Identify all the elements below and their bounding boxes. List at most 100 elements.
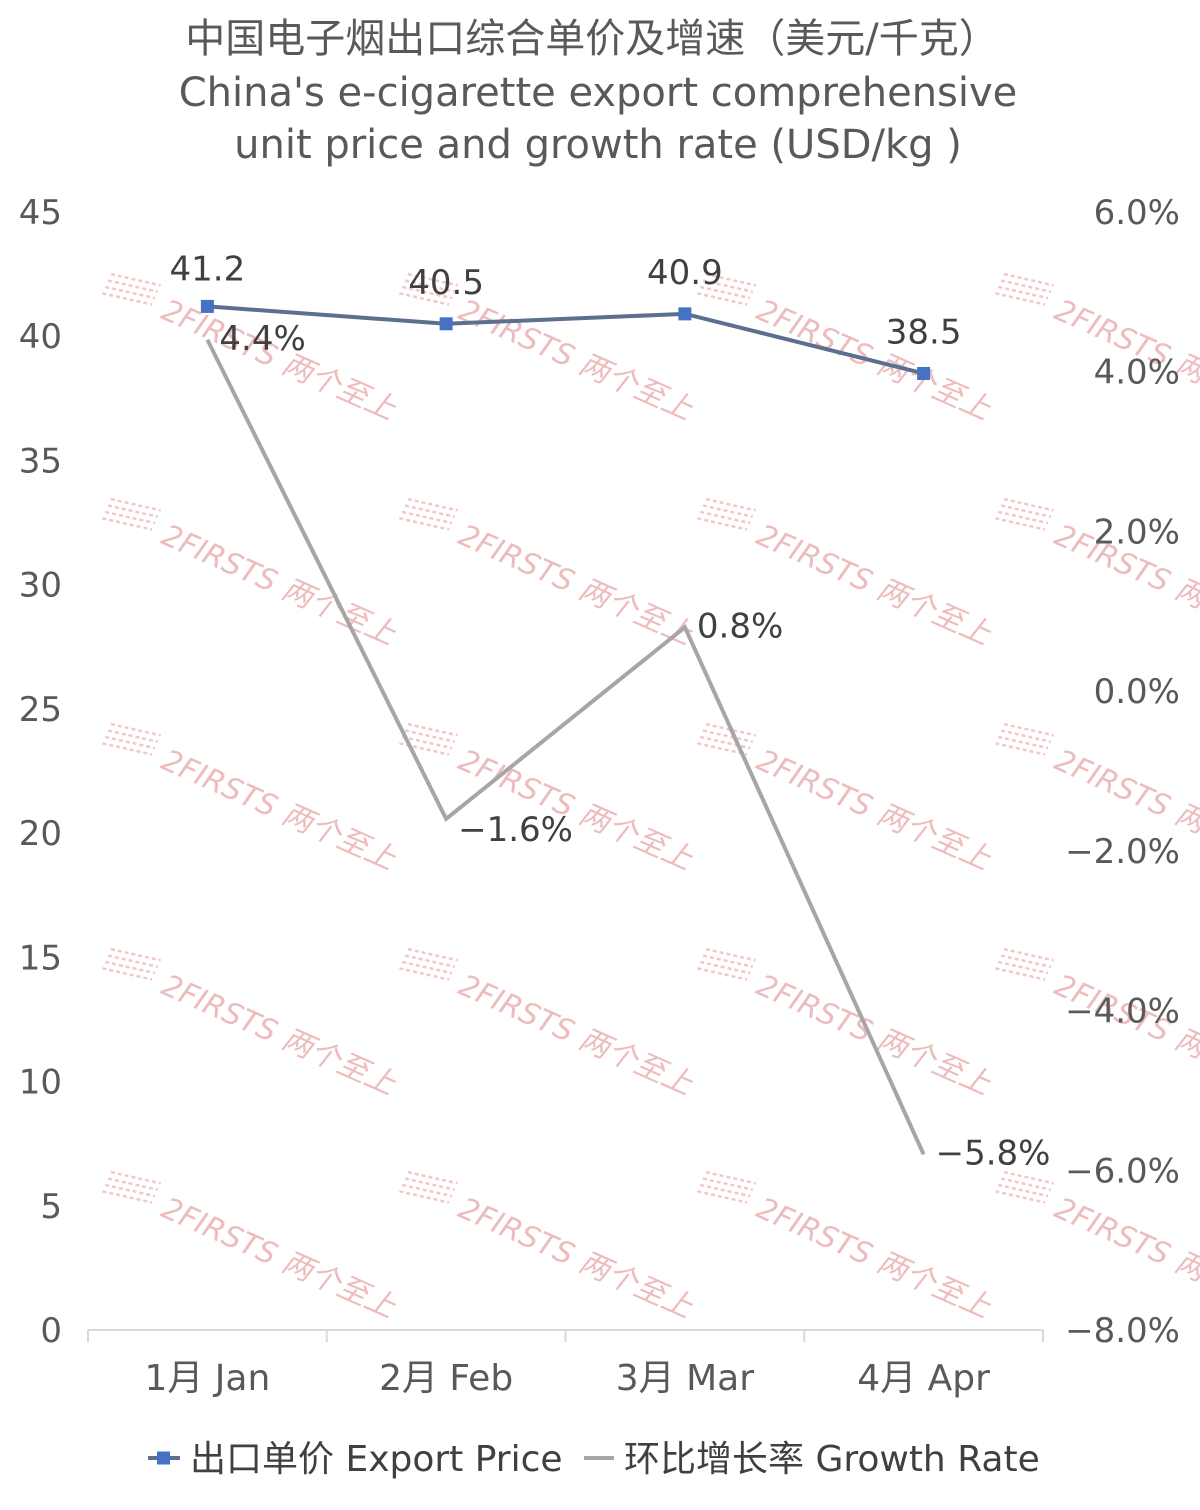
watermark-stroke [110,1170,161,1185]
growth-rate-data-label: 4.4% [219,319,305,359]
watermark-logo: 2FIRSTS 两个至上 [102,722,402,878]
watermark-logo: 2FIRSTS 两个至上 [697,947,997,1103]
export-price-line [207,304,925,376]
export-price-marker [678,307,692,321]
watermark-stroke [399,517,450,531]
watermark-stroke [697,517,748,531]
watermark-text: 2FIRSTS 两个至上 [453,518,698,653]
watermark-stroke [104,960,156,975]
watermark-stroke [110,947,161,962]
y-left-tick-label: 25 [19,690,62,730]
watermark-stroke [107,1177,159,1191]
watermark-stroke [997,1183,1049,1198]
watermark-stroke [699,285,751,300]
growth-rate-line [205,338,926,1156]
y-right-tick-label: −4.0% [1065,992,1180,1032]
watermark-stroke [404,279,456,293]
watermark-stroke [995,517,1046,531]
watermark-stroke [401,510,453,525]
watermark-stroke [997,510,1049,525]
legend-growth-rate-label: 环比增长率 Growth Rate [624,1439,1040,1480]
watermark-text: 2FIRSTS 两个至上 [453,1191,698,1326]
growth-rate-data-label: −5.8% [936,1133,1051,1173]
watermark-stroke [407,272,458,287]
export-price-marker [200,299,214,313]
watermark-stroke [401,285,453,300]
watermark-stroke [702,954,754,968]
watermark-stroke [404,504,456,518]
chart-title: 中国电子烟出口综合单价及增速（美元/千克） China's e-cigarett… [179,16,1018,168]
data-labels-layer: 41.2 40.5 40.9 38.5 4.4% −1.6% 0.8% −5.8% [170,249,1051,1173]
x-tick-label: 2月 Feb [379,1358,513,1399]
watermark-stroke [1003,722,1054,737]
watermark-stroke [407,947,458,962]
watermark-logo: 2FIRSTS 两个至上 [102,947,402,1103]
y-left-tick-label: 20 [19,814,62,854]
y-left-tick-label: 35 [19,441,62,481]
chart-title-line-3: unit price and growth rate (USD/kg ) [234,122,962,168]
watermark-stroke [705,1170,756,1185]
watermark-text: 2FIRSTS 两个至上 [156,743,401,878]
growth-rate-data-label: 0.8% [697,606,783,646]
watermark-stroke [407,1170,458,1185]
watermark-stroke [104,510,156,525]
watermark-text: 2FIRSTS 两个至上 [1049,968,1200,1103]
watermark-stroke [401,960,453,975]
y-right-tick-label: −2.0% [1065,832,1180,872]
watermark-stroke [699,735,751,750]
watermark-stroke [699,1183,751,1198]
watermark-logo: 2FIRSTS 两个至上 [399,1170,699,1326]
watermark-stroke [399,967,450,981]
watermark-logo: 2FIRSTS 两个至上 [102,497,402,653]
export-price-marker [439,317,453,331]
watermark-stroke [699,510,751,525]
y-left-tick-label: 10 [19,1063,62,1103]
watermark-text: 2FIRSTS 两个至上 [156,968,401,1103]
watermark-stroke [697,292,748,306]
watermark-stroke [699,960,751,975]
y-left-tick-label: 30 [19,566,62,606]
watermark-logo: 2FIRSTS 两个至上 [697,722,997,878]
x-tick-label: 3月 Mar [616,1358,754,1399]
y-right-tick-label: −8.0% [1065,1311,1180,1351]
watermark-stroke [1000,1177,1052,1191]
watermark-logo: 2FIRSTS 两个至上 [399,947,699,1103]
series-layer [200,299,931,1156]
watermark-stroke [102,1190,153,1204]
watermark-stroke [404,1177,456,1191]
y-left-tick-label: 0 [40,1311,62,1351]
watermark-stroke [995,292,1046,306]
watermark-stroke [110,722,161,737]
y-right-tick-label: 4.0% [1094,353,1180,393]
watermark-stroke [401,1183,453,1198]
watermark-text: 2FIRSTS 两个至上 [751,518,996,653]
watermark-stroke [407,722,458,737]
watermark-logo: 2FIRSTS 两个至上 [102,1170,402,1326]
y-right-tick-label: 6.0% [1094,193,1180,233]
watermark-stroke [399,1190,450,1204]
watermark-logo: 2FIRSTS 两个至上 [697,1170,997,1326]
watermark-stroke [1003,497,1054,512]
watermark-stroke [702,504,754,518]
watermark-stroke [705,497,756,512]
watermark-stroke [997,960,1049,975]
export-price-data-label: 40.9 [647,253,723,293]
watermark-stroke [997,285,1049,300]
watermark-text: 2FIRSTS 两个至上 [156,518,401,653]
watermark-text: 2FIRSTS 两个至上 [751,968,996,1103]
watermark-stroke [107,279,159,293]
growth-rate-data-label: −1.6% [458,810,573,850]
y-right-tick-label: 2.0% [1094,512,1180,552]
watermark-stroke [702,1177,754,1191]
legend-export-price-marker [157,1451,170,1465]
watermark-stroke [697,1190,748,1204]
watermark-stroke [1003,1170,1054,1185]
watermark-stroke [404,954,456,968]
watermark-stroke [697,742,748,756]
watermark-stroke [702,729,754,743]
watermark-stroke [102,292,153,306]
x-tick-label: 4月 Apr [857,1358,990,1399]
watermark-stroke [104,1183,156,1198]
export-price-data-label: 41.2 [170,249,246,289]
